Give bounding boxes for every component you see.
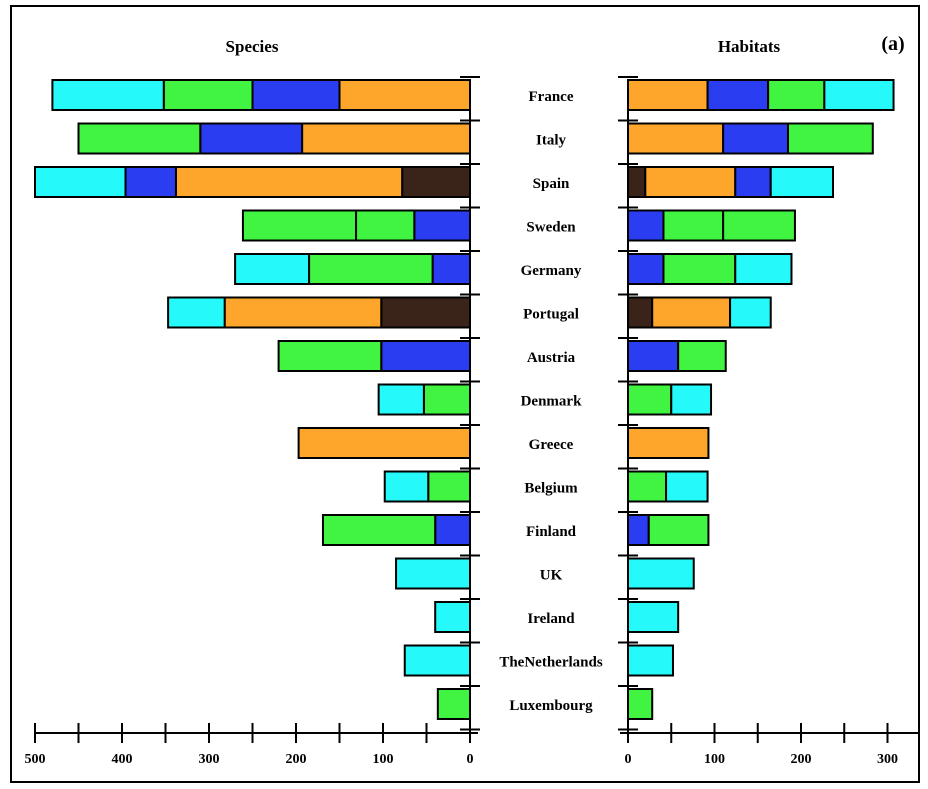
species-bar-italy-seg2 — [77, 122, 202, 155]
habitat-bar-luxembourg-seg0 — [627, 688, 654, 720]
habitats-tick-label-0: 0 — [625, 752, 632, 767]
species-tick-label-100: 100 — [373, 752, 394, 767]
habitat-bar-austria-seg0 — [627, 340, 680, 372]
species-bar-germany-seg0 — [431, 253, 471, 285]
habitat-bar-sweden-seg0 — [627, 209, 665, 242]
species-bar-belgium-seg1 — [383, 470, 430, 503]
species-bar-spain-seg1 — [174, 166, 404, 198]
country-label-italy: Italy — [536, 133, 567, 149]
species-tick-label-0: 0 — [467, 752, 474, 767]
species-bar-finland-seg1 — [321, 514, 437, 546]
habitat-bar-austria-seg1 — [677, 340, 727, 372]
species-bar-spain-seg2 — [124, 166, 177, 198]
species-bar-germany-seg2 — [234, 253, 311, 285]
species-bar-luxembourg-seg0 — [436, 688, 471, 720]
habitat-bar-spain-seg0 — [627, 166, 647, 198]
habitats-tick-label-100: 100 — [704, 752, 725, 767]
species-bar-sweden-seg2 — [241, 209, 358, 242]
panel-label: (a) — [881, 33, 904, 55]
habitat-bar-france-seg2 — [767, 79, 826, 111]
habitat-bar-france-seg1 — [706, 79, 770, 111]
species-bar-denmark-seg1 — [377, 383, 425, 416]
species-bar-italy-seg0 — [301, 122, 471, 155]
species-bar-thenetherlands-seg0 — [403, 644, 471, 677]
habitats-tick-label-300: 300 — [877, 752, 898, 767]
habitat-bar-portugal-seg1 — [651, 296, 732, 329]
habitat-bar-thenetherlands-seg0 — [627, 644, 674, 677]
species-bar-france-seg0 — [338, 79, 471, 111]
species-bar-greece-seg0 — [297, 427, 471, 459]
country-label-greece: Greece — [529, 437, 574, 453]
species-tick-label-200: 200 — [286, 752, 307, 767]
habitat-bar-italy-seg2 — [787, 122, 874, 155]
habitat-bar-finland-seg0 — [627, 514, 650, 546]
habitat-bar-italy-seg0 — [627, 122, 725, 155]
species-bar-ireland-seg0 — [434, 601, 472, 633]
species-bar-italy-seg1 — [199, 122, 304, 155]
species-bar-sweden-seg0 — [413, 209, 472, 242]
species-bar-portugal-seg0 — [380, 296, 472, 329]
country-label-luxembourg: Luxembourg — [509, 698, 593, 714]
country-label-uk: UK — [540, 568, 563, 584]
species-bar-france-seg1 — [251, 79, 341, 111]
country-label-germany: Germany — [521, 263, 582, 279]
habitat-bar-france-seg3 — [823, 79, 895, 111]
country-label-portugal: Portugal — [523, 307, 579, 323]
country-label-france: France — [529, 89, 574, 105]
species-bar-austria-seg0 — [380, 340, 472, 372]
habitat-bar-sweden-seg2 — [722, 209, 796, 242]
species-bar-austria-seg1 — [277, 340, 383, 372]
species-bar-portugal-seg2 — [167, 296, 226, 329]
habitat-bar-germany-seg1 — [662, 253, 737, 285]
species-bar-belgium-seg0 — [427, 470, 471, 503]
country-label-ireland: Ireland — [527, 611, 575, 627]
species-tick-label-300: 300 — [199, 752, 220, 767]
habitats-title: Habitats — [718, 37, 781, 56]
habitat-bar-belgium-seg0 — [627, 470, 668, 503]
species-bar-france-seg2 — [162, 79, 254, 111]
species-bar-portugal-seg1 — [223, 296, 383, 329]
species-bar-spain-seg0 — [401, 166, 472, 198]
species-bar-sweden-seg1 — [355, 209, 416, 242]
country-label-finland: Finland — [526, 524, 577, 540]
habitat-bar-portugal-seg0 — [627, 296, 654, 329]
country-label-sweden: Sweden — [526, 220, 576, 236]
country-label-spain: Spain — [533, 176, 570, 192]
habitat-bar-greece-seg0 — [627, 427, 710, 459]
country-label-belgium: Belgium — [524, 481, 578, 497]
species-title: Species — [226, 37, 279, 56]
habitat-bar-sweden-seg1 — [662, 209, 725, 242]
habitat-bar-france-seg0 — [627, 79, 709, 111]
species-tick-label-400: 400 — [112, 752, 133, 767]
habitat-bar-denmark-seg0 — [627, 383, 673, 416]
habitat-bar-spain-seg3 — [769, 166, 835, 198]
habitat-bar-portugal-seg2 — [729, 296, 772, 329]
habitat-bar-spain-seg1 — [644, 166, 737, 198]
habitat-bar-italy-seg1 — [722, 122, 790, 155]
habitat-bar-spain-seg2 — [734, 166, 772, 198]
species-tick-label-500: 500 — [25, 752, 46, 767]
habitat-bar-finland-seg1 — [647, 514, 710, 546]
country-label-austria: Austria — [527, 350, 576, 366]
habitat-bar-germany-seg0 — [627, 253, 665, 285]
habitat-bar-germany-seg2 — [734, 253, 793, 285]
species-bar-denmark-seg0 — [422, 383, 472, 416]
country-label-thenetherlands: TheNetherlands — [499, 655, 603, 671]
habitat-bar-uk-seg0 — [627, 557, 695, 590]
habitat-bar-belgium-seg1 — [665, 470, 709, 503]
species-bar-spain-seg3 — [34, 166, 127, 198]
habitats-tick-label-200: 200 — [791, 752, 812, 767]
habitat-bar-denmark-seg1 — [670, 383, 713, 416]
country-label-denmark: Denmark — [521, 394, 582, 410]
species-bar-france-seg3 — [51, 79, 165, 111]
habitat-bar-ireland-seg0 — [627, 601, 680, 633]
species-bar-uk-seg0 — [395, 557, 471, 590]
species-bar-finland-seg0 — [434, 514, 472, 546]
species-bar-germany-seg1 — [308, 253, 434, 285]
